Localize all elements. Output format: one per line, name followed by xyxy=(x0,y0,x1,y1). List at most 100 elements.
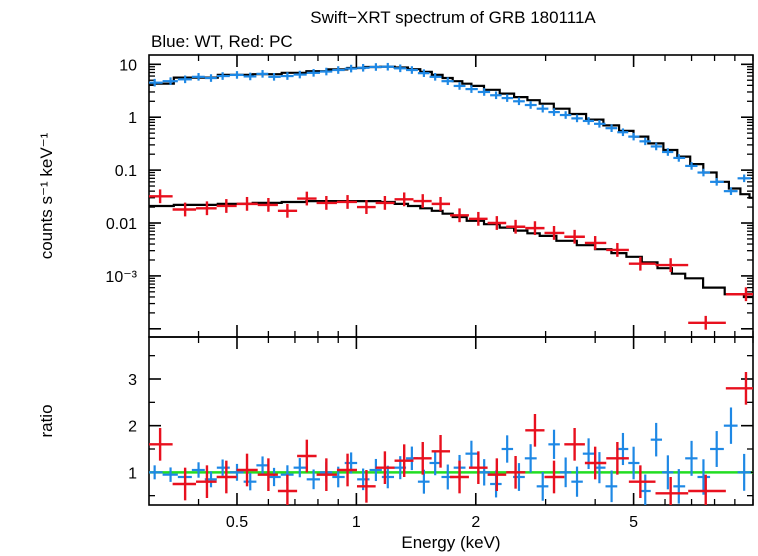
wt-ratio-point xyxy=(662,455,674,490)
wt-ratio-point xyxy=(536,471,549,501)
wt-data-point xyxy=(710,178,724,186)
chart-title: Swift−XRT spectrum of GRB 180111A xyxy=(310,8,596,27)
wt-ratio-point xyxy=(559,457,572,488)
wt-ratio-point xyxy=(723,407,738,444)
wt-data-point xyxy=(149,78,163,87)
pc-ratio-point xyxy=(525,414,545,447)
pc-data-point xyxy=(431,196,451,211)
wt-data-point xyxy=(559,111,572,119)
x-tick-label: 5 xyxy=(629,514,638,531)
wt-data-point xyxy=(306,69,320,77)
ratio-ticks xyxy=(149,337,754,505)
pc-data-point xyxy=(196,201,217,216)
wt-data-point xyxy=(685,162,698,170)
pc-ratio-point xyxy=(172,467,197,501)
pc-data-point xyxy=(277,203,298,218)
pc-ratio-point xyxy=(394,444,414,477)
pc-data-point xyxy=(468,211,488,226)
wt-data-point xyxy=(406,66,418,74)
wt-ratio-point xyxy=(685,440,698,476)
ratio-frame xyxy=(148,336,754,506)
pc-ratio-point xyxy=(584,446,607,480)
wt-data-point xyxy=(369,63,382,71)
ratio-series xyxy=(149,372,753,505)
spectrum-panel: 10 1 0.1 0.01 10⁻³ counts s⁻¹ keV⁻¹ xyxy=(37,54,754,338)
pc-ratio-point xyxy=(450,460,469,494)
pc-ratio-point xyxy=(506,456,526,489)
y-tick-label: 10 xyxy=(119,57,137,74)
y-tick-label: 1 xyxy=(128,110,137,127)
wt-data-point xyxy=(501,94,514,102)
pc-data-point xyxy=(316,196,337,210)
wt-data-point xyxy=(394,64,407,73)
wt-ratio-point xyxy=(605,470,618,503)
pc-ratio-point xyxy=(606,442,629,475)
chart-subtitle: Blue: WT, Red: PC xyxy=(151,32,293,51)
pc-data-point xyxy=(336,195,357,209)
wt-ratio-point xyxy=(216,459,230,476)
wt-data-point xyxy=(617,128,629,137)
wt-ratio-point xyxy=(465,440,478,467)
wt-data-point xyxy=(582,117,595,125)
pc-ratio-point xyxy=(564,428,585,461)
wt-data-point xyxy=(332,66,345,74)
wt-data-point xyxy=(293,70,307,79)
spectrum-ticks xyxy=(149,55,754,337)
pc-ratio-point xyxy=(628,465,656,498)
pc-ratio-point xyxy=(196,465,217,498)
wt-data-point xyxy=(204,74,217,82)
wt-data-point xyxy=(571,114,583,123)
pc-ratio-point xyxy=(688,474,726,505)
x-tick-label: 1 xyxy=(352,514,361,531)
pc-ratio-point xyxy=(655,477,689,505)
pc-data-point xyxy=(506,219,526,234)
pc-ratio-point xyxy=(468,451,488,484)
pc-data-point xyxy=(297,191,317,206)
x-tick-label: 2 xyxy=(471,514,480,531)
wt-data-point xyxy=(216,72,230,80)
pc-ratio-point xyxy=(297,439,317,473)
wt-data-point xyxy=(536,104,549,113)
pc-data-point xyxy=(394,192,414,207)
pc-ratio-point xyxy=(413,442,432,475)
wt-data-point xyxy=(256,70,269,78)
ratio-tick-labels: 0.5 1 2 5 1 2 3 xyxy=(128,372,638,531)
pc-data-point xyxy=(172,202,197,217)
wt-data-point xyxy=(697,168,711,177)
wt-ratio-point xyxy=(650,422,663,457)
wt-data-point xyxy=(191,73,205,81)
pc-data-point xyxy=(525,221,545,236)
ratio-y-axis-label: ratio xyxy=(37,404,56,437)
pc-ratio-point xyxy=(236,453,258,487)
wt-ratio-point xyxy=(268,467,281,487)
wt-ratio-point xyxy=(524,444,537,473)
wt-data-point xyxy=(650,142,663,151)
y-tick-label: 2 xyxy=(128,419,137,436)
pc-data-point xyxy=(257,198,278,212)
wt-data-point xyxy=(465,85,478,93)
pc-ratio-point xyxy=(277,474,298,505)
wt-ratio-point xyxy=(710,431,724,467)
wt-data-point xyxy=(477,88,491,96)
pc-data-point xyxy=(564,229,585,244)
pc-data-point xyxy=(216,199,237,213)
model-step-line xyxy=(149,65,753,199)
wt-ratio-point xyxy=(582,438,595,469)
wt-data-point xyxy=(605,124,618,132)
wt-data-point xyxy=(524,101,537,109)
pc-ratio-point xyxy=(356,470,376,503)
pc-ratio-point xyxy=(487,458,507,491)
wt-data-point xyxy=(639,137,651,146)
wt-ratio-point xyxy=(162,467,178,482)
pc-data-point xyxy=(375,196,395,210)
pc-data-point xyxy=(628,256,656,271)
wt-data-point xyxy=(162,77,178,85)
y-tick-label: 3 xyxy=(128,372,137,389)
wt-ratio-point xyxy=(191,462,205,478)
pc-data-point xyxy=(606,243,629,257)
wt-data-point xyxy=(243,72,257,81)
wt-ratio-point xyxy=(501,435,514,463)
wt-data-point xyxy=(548,108,560,116)
wt-ratio-point xyxy=(571,466,583,497)
